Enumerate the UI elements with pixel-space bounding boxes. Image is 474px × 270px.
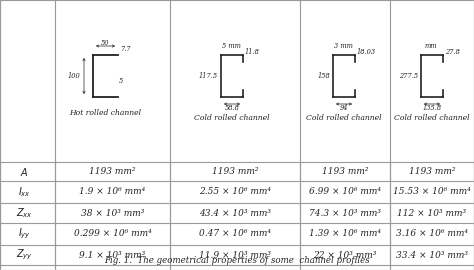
Text: $I_{yy}$: $I_{yy}$ [18, 227, 31, 241]
Text: 9.1 × 10³ mm³: 9.1 × 10³ mm³ [79, 251, 146, 259]
Text: 2.55 × 10⁶ mm⁴: 2.55 × 10⁶ mm⁴ [199, 187, 271, 197]
Text: 1.39 × 10⁶ mm⁴: 1.39 × 10⁶ mm⁴ [309, 230, 381, 238]
Text: 58.8: 58.8 [225, 104, 239, 112]
Text: 15.53 × 10⁶ mm⁴: 15.53 × 10⁶ mm⁴ [393, 187, 471, 197]
Text: Cold rolled channel: Cold rolled channel [394, 114, 470, 122]
Text: 74.3 × 10³ mm³: 74.3 × 10³ mm³ [309, 208, 381, 218]
Text: 100: 100 [68, 72, 81, 80]
Text: Fig. 1.  The geometrical properties of some  channel profiles: Fig. 1. The geometrical properties of so… [104, 256, 370, 265]
Text: 1193 mm²: 1193 mm² [322, 167, 368, 176]
Text: 43.4 × 10³ mm³: 43.4 × 10³ mm³ [199, 208, 271, 218]
Text: $Z_{yy}$: $Z_{yy}$ [16, 248, 33, 262]
Text: 11.8: 11.8 [245, 48, 260, 56]
Text: 1193 mm²: 1193 mm² [212, 167, 258, 176]
Text: $I_{xx}$: $I_{xx}$ [18, 185, 31, 199]
Text: 5: 5 [119, 77, 123, 85]
Text: 3.16 × 10⁶ mm⁴: 3.16 × 10⁶ mm⁴ [396, 230, 468, 238]
Text: 7.7: 7.7 [120, 45, 131, 53]
Text: 112 × 10³ mm³: 112 × 10³ mm³ [397, 208, 466, 218]
Text: 1193 mm²: 1193 mm² [409, 167, 455, 176]
Text: Hot rolled channel: Hot rolled channel [69, 109, 142, 117]
Text: 1.9 × 10⁶ mm⁴: 1.9 × 10⁶ mm⁴ [79, 187, 146, 197]
Text: 33.4 × 10³ mm³: 33.4 × 10³ mm³ [396, 251, 468, 259]
Text: $Z_{xx}$: $Z_{xx}$ [16, 206, 33, 220]
Text: 5 mm: 5 mm [221, 42, 240, 50]
Text: 135.8: 135.8 [422, 104, 442, 112]
Text: 3 mm: 3 mm [334, 42, 353, 50]
Text: 0.47 × 10⁶ mm⁴: 0.47 × 10⁶ mm⁴ [199, 230, 271, 238]
Text: 11.9 × 10³ mm³: 11.9 × 10³ mm³ [199, 251, 271, 259]
Text: mm: mm [425, 42, 437, 50]
Text: 50: 50 [101, 39, 110, 47]
Text: 277.5: 277.5 [399, 72, 418, 80]
Text: 22 × 10³ mm³: 22 × 10³ mm³ [313, 251, 377, 259]
Text: $A$: $A$ [20, 166, 29, 177]
Text: 94: 94 [340, 104, 348, 112]
Text: 117.5: 117.5 [199, 72, 218, 80]
Text: 27.8: 27.8 [445, 48, 460, 56]
Text: Cold rolled channel: Cold rolled channel [194, 114, 270, 122]
Text: Cold rolled channel: Cold rolled channel [306, 114, 382, 122]
Text: 0.299 × 10⁶ mm⁴: 0.299 × 10⁶ mm⁴ [73, 230, 151, 238]
Text: 18.03: 18.03 [357, 48, 376, 56]
Text: 38 × 10³ mm³: 38 × 10³ mm³ [81, 208, 144, 218]
Text: 6.99 × 10⁶ mm⁴: 6.99 × 10⁶ mm⁴ [309, 187, 381, 197]
Text: 1193 mm²: 1193 mm² [89, 167, 136, 176]
Text: 158: 158 [317, 72, 330, 80]
